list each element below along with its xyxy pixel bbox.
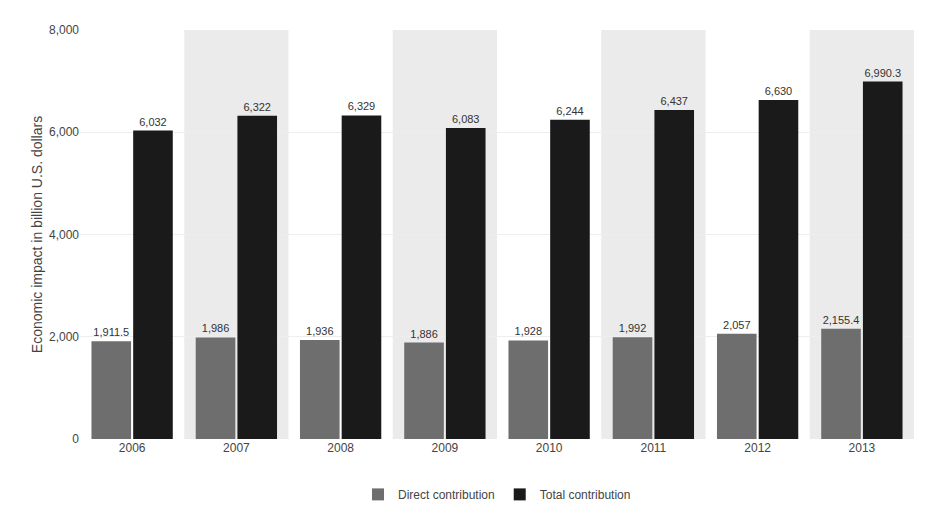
svg-text:2,000: 2,000 bbox=[49, 330, 79, 344]
svg-text:1,992: 1,992 bbox=[619, 322, 647, 334]
svg-text:Total contribution: Total contribution bbox=[540, 488, 631, 502]
svg-text:Economic impact in billion U.S: Economic impact in billion U.S. dollars bbox=[29, 116, 45, 353]
svg-text:2013: 2013 bbox=[849, 441, 876, 455]
svg-text:6,630: 6,630 bbox=[765, 85, 793, 97]
svg-text:1,986: 1,986 bbox=[202, 322, 230, 334]
svg-text:2009: 2009 bbox=[432, 441, 459, 455]
svg-text:2007: 2007 bbox=[223, 441, 250, 455]
svg-text:Direct contribution: Direct contribution bbox=[398, 488, 495, 502]
svg-text:6,244: 6,244 bbox=[556, 105, 584, 117]
svg-text:2011: 2011 bbox=[640, 441, 666, 455]
svg-text:1,928: 1,928 bbox=[515, 325, 543, 337]
svg-text:2012: 2012 bbox=[744, 441, 771, 455]
svg-text:2,155.4: 2,155.4 bbox=[823, 314, 860, 326]
svg-text:6,083: 6,083 bbox=[452, 113, 480, 125]
svg-text:1,936: 1,936 bbox=[306, 325, 334, 337]
svg-text:2008: 2008 bbox=[327, 441, 354, 455]
svg-text:4,000: 4,000 bbox=[49, 228, 79, 242]
svg-text:8,000: 8,000 bbox=[49, 23, 79, 37]
svg-text:1,911.5: 1,911.5 bbox=[93, 326, 129, 338]
svg-text:1,886: 1,886 bbox=[410, 328, 438, 340]
svg-text:6,329: 6,329 bbox=[348, 100, 376, 112]
svg-text:6,032: 6,032 bbox=[139, 116, 167, 128]
svg-text:2010: 2010 bbox=[536, 441, 563, 455]
svg-text:6,990.3: 6,990.3 bbox=[864, 67, 901, 79]
svg-text:0: 0 bbox=[72, 432, 79, 446]
svg-text:2006: 2006 bbox=[119, 441, 146, 455]
svg-text:6,437: 6,437 bbox=[660, 95, 688, 107]
svg-text:6,000: 6,000 bbox=[49, 125, 79, 139]
svg-text:6,322: 6,322 bbox=[243, 101, 271, 113]
svg-text:2,057: 2,057 bbox=[723, 319, 751, 331]
